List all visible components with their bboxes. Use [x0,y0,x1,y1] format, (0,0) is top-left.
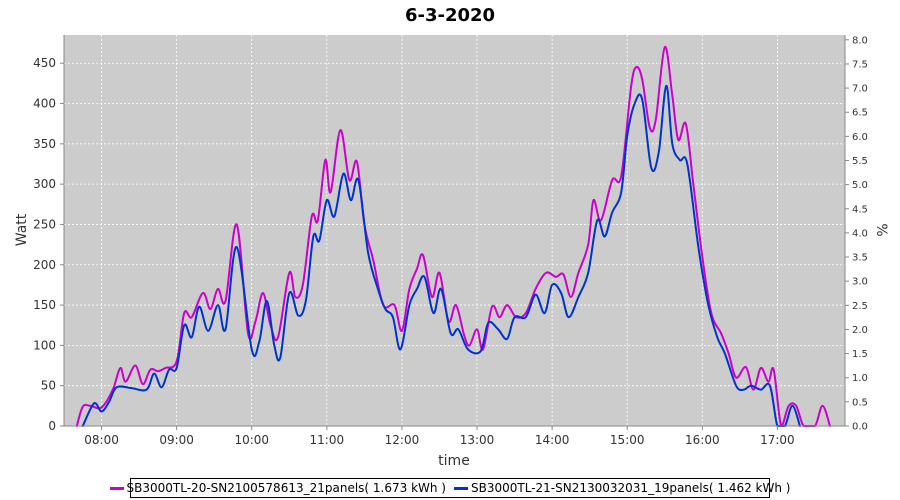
y-tick-label: 400 [33,97,56,111]
legend-swatch-series-1 [109,486,124,490]
legend-label-series-1: SB3000TL-20-SN2100578613_21panels( 1.673… [126,481,446,495]
legend-label-series-2: SB3000TL-21-SN2130032031_19panels( 1.462… [471,481,791,495]
series-line-1 [75,46,831,427]
x-tick-label: 12:00 [385,433,420,447]
y-right-axis-ticks: 0.0 0.5 1.0 1.5 2.0 2.5 3.0 3.5 4.0 4.5 5.0 5.5 6.0 6… [845,35,868,433]
y-right-tick-label: 0.0 [852,422,868,433]
x-tick-label: 15:00 [610,433,645,447]
y-axis-label: Watt [14,213,30,246]
y-right-tick-label: 5.0 [852,180,868,191]
legend: SB3000TL-20-SN2100578613_21panels( 1.673… [109,478,790,498]
legend-item-series-1: SB3000TL-20-SN2100578613_21panels( 1.673… [109,481,446,495]
x-tick-label: 10:00 [234,433,269,447]
legend-item-series-2: SB3000TL-21-SN2130032031_19panels( 1.462… [454,481,790,495]
x-tick-label: 17:00 [760,433,795,447]
x-tick-label: 13:00 [460,433,495,447]
y-right-tick-label: 6.5 [852,108,868,119]
y-right-tick-label: 7.5 [852,59,868,70]
y-right-axis-label: % [873,223,889,236]
y-tick-label: 0 [48,419,56,433]
series-line-2 [81,84,801,427]
y-tick-label: 250 [33,217,56,231]
y-right-tick-label: 0.5 [852,397,868,408]
y-tick-label: 450 [33,56,56,70]
y-axis-ticks: 0 50 100 150 200 250 300 350 400 450 [33,56,64,433]
y-right-tick-label: 4.0 [852,228,868,239]
y-right-tick-label: 2.0 [852,325,868,336]
y-tick-label: 150 [33,298,56,312]
y-tick-label: 100 [33,338,56,352]
y-right-tick-label: 3.0 [852,277,868,288]
y-tick-label: 50 [41,379,56,393]
legend-swatch-series-2 [454,486,468,490]
x-tick-label: 08:00 [84,433,119,447]
y-right-tick-label: 2.5 [852,301,868,312]
x-tick-label: 14:00 [535,433,570,447]
y-right-tick-label: 3.5 [852,253,868,264]
y-tick-label: 300 [33,177,56,191]
y-right-tick-label: 4.5 [852,204,868,215]
x-tick-label: 09:00 [159,433,194,447]
y-right-tick-label: 7.0 [852,84,868,95]
y-right-tick-label: 1.0 [852,373,868,384]
y-right-tick-label: 1.5 [852,349,868,360]
x-tick-label: 11:00 [310,433,345,447]
y-right-tick-label: 5.5 [852,156,868,167]
x-axis-label: time [438,453,470,469]
y-right-tick-label: 6.0 [852,132,868,143]
series-lines [75,46,831,427]
x-tick-label: 16:00 [685,433,720,447]
y-tick-label: 350 [33,137,56,151]
chart-title: 6-3-2020 [405,5,495,26]
y-right-tick-label: 8.0 [852,35,868,46]
y-tick-label: 200 [33,258,56,272]
plot-area [64,35,845,426]
chart: 6-3-2020 08:00 09:00 10:00 11:00 12:00 13:00 1… [14,5,889,469]
x-axis-ticks: 08:00 09:00 10:00 11:00 12:00 13:00 14:00 15:00… [84,426,795,447]
